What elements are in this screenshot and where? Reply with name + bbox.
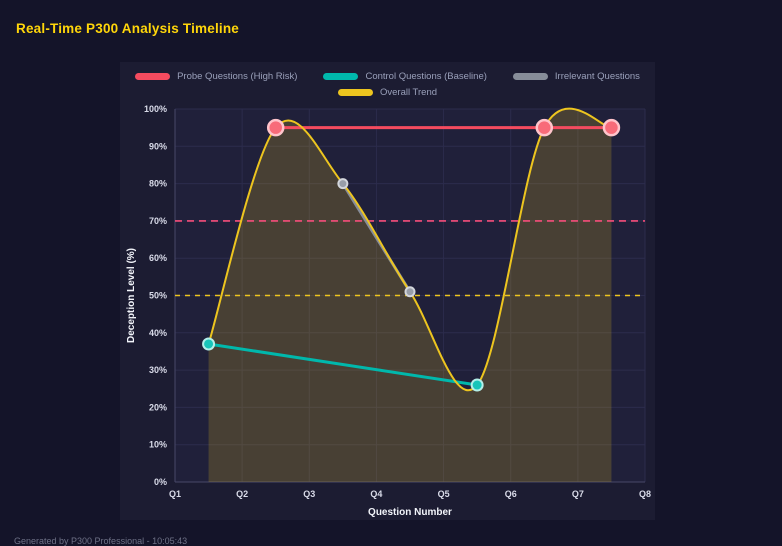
chart-panel: Probe Questions (High Risk) Control Ques… <box>120 62 655 520</box>
overall-trend-swatch <box>337 89 373 96</box>
data-point-marker-series-1[interactable] <box>202 337 216 351</box>
x-axis-title: Question Number <box>368 507 452 518</box>
data-point-marker-series-1[interactable] <box>470 378 484 392</box>
chart-legend: Probe Questions (High Risk) Control Ques… <box>120 62 655 98</box>
irrelevant-questions-swatch <box>512 73 548 80</box>
tick-label: 50% <box>149 291 167 301</box>
tick-label: Q7 <box>572 489 584 499</box>
tick-label: Q6 <box>505 489 517 499</box>
y-axis-title: Deception Level (%) <box>126 248 137 343</box>
footer-generated-by: Generated by P300 Professional - 10:05:4… <box>14 536 188 546</box>
tick-label: 60% <box>149 253 167 263</box>
tick-label: 70% <box>149 216 167 226</box>
tick-label: 10% <box>149 440 167 450</box>
series-line-1 <box>207 342 479 387</box>
overall-trend-label: Overall Trend <box>379 87 438 98</box>
tick-label: 100% <box>144 104 167 114</box>
tick-label: 80% <box>149 179 167 189</box>
tick-label: 20% <box>149 402 167 412</box>
timeline-chart-canvas[interactable]: 0% 10% 20% 30% 40% 50% 60% 70% 80% 90% 100% Q1 Q2 Q3 Q… <box>120 104 655 520</box>
tick-label: Q1 <box>169 489 181 499</box>
legend-row-1: Probe Questions (High Risk) Control Ques… <box>135 71 640 82</box>
irrelevant-questions-label: Irrelevant Questions <box>554 71 640 82</box>
data-point-marker-series-0[interactable] <box>602 118 621 137</box>
tick-label: 0% <box>154 477 167 487</box>
data-point-marker-series-0[interactable] <box>266 118 285 137</box>
tick-label: Q3 <box>303 489 315 499</box>
tick-label: 90% <box>149 141 167 151</box>
legend-item-irrelevant-questions[interactable]: Irrelevant Questions <box>512 71 640 82</box>
tick-label: Q5 <box>438 489 450 499</box>
data-point-marker-series-0[interactable] <box>535 118 554 137</box>
tick-label: Q2 <box>236 489 248 499</box>
data-point-marker-series-2[interactable] <box>404 286 416 298</box>
legend-item-probe-questions[interactable]: Probe Questions (High Risk) <box>135 71 297 82</box>
control-questions-swatch <box>323 73 359 80</box>
page-title: Real-Time P300 Analysis Timeline <box>16 21 240 36</box>
legend-row-2: Overall Trend <box>337 87 438 98</box>
legend-item-control-questions[interactable]: Control Questions (Baseline) <box>323 71 487 82</box>
data-point-marker-series-2[interactable] <box>337 178 349 190</box>
tick-label: Q8 <box>639 489 651 499</box>
control-questions-label: Control Questions (Baseline) <box>365 71 487 82</box>
probe-questions-label: Probe Questions (High Risk) <box>177 71 298 82</box>
legend-item-overall-trend[interactable]: Overall Trend <box>337 87 438 98</box>
tick-label: Q4 <box>370 489 382 499</box>
probe-questions-swatch <box>135 73 171 80</box>
tick-label: 30% <box>149 365 167 375</box>
tick-label: 40% <box>149 328 167 338</box>
